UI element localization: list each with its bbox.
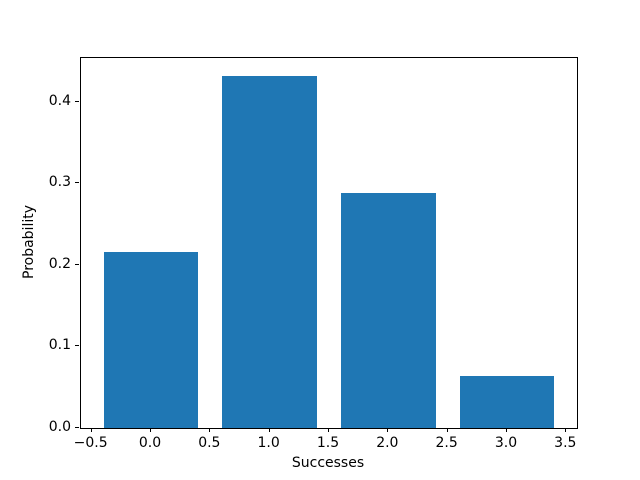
y-tick-mark [75, 345, 79, 347]
x-tick-label: −0.5 [73, 435, 108, 451]
x-tick-mark [90, 428, 92, 432]
x-tick-label: 2.5 [435, 435, 458, 451]
x-tick-mark [209, 428, 211, 432]
x-tick-mark [505, 428, 507, 432]
y-axis-label: Probability [21, 204, 37, 280]
y-tick-label: 0.3 [48, 174, 71, 191]
bar-x3 [459, 375, 555, 428]
y-tick-label: 0.4 [48, 92, 71, 109]
x-tick-mark [565, 428, 567, 432]
bar-x1 [222, 75, 318, 428]
y-tick-label: 0.2 [48, 255, 71, 272]
x-tick-label: 1.5 [316, 435, 340, 451]
x-tick-label: 0.5 [198, 435, 221, 451]
y-tick-mark [75, 427, 79, 428]
y-tick-mark [75, 100, 79, 102]
x-tick-label: 0.0 [138, 435, 162, 451]
x-tick-mark [446, 428, 448, 432]
x-tick-label: 1.0 [257, 435, 280, 451]
y-tick-mark [75, 182, 79, 184]
y-tick-label: 0.0 [48, 419, 71, 435]
x-tick-mark [328, 428, 329, 432]
x-tick-mark [268, 428, 270, 432]
x-tick-label: 3.5 [554, 435, 577, 451]
y-tick-label: 0.1 [48, 337, 71, 354]
x-tick-label: 3.0 [494, 435, 518, 451]
x-tick-mark [150, 428, 151, 432]
bar-x2 [340, 193, 436, 428]
y-tick-mark [75, 263, 79, 265]
x-tick-label: 2.0 [376, 435, 399, 451]
bar-x0 [103, 251, 199, 428]
plot-area [80, 57, 578, 429]
x-axis-label: Successes [291, 455, 365, 471]
x-tick-mark [387, 428, 389, 432]
